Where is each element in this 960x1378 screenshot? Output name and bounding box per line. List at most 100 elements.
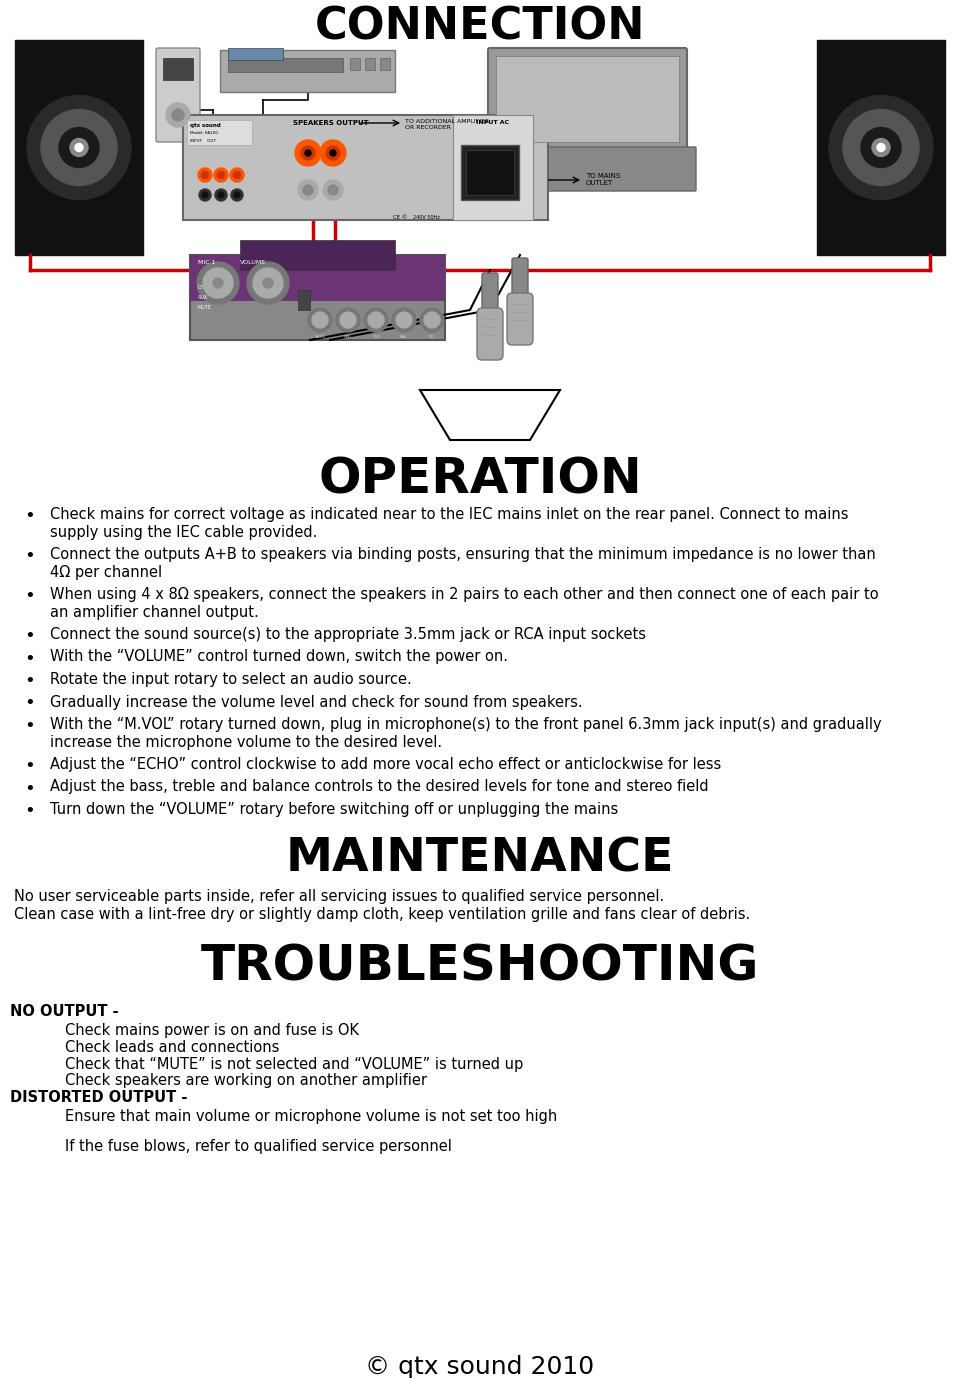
Circle shape [872,139,890,157]
Circle shape [197,262,239,305]
Circle shape [295,141,321,165]
Text: qtx sound: qtx sound [190,123,221,128]
Text: CONNECTION: CONNECTION [315,6,645,48]
Circle shape [308,309,332,332]
Text: Check leads and connections: Check leads and connections [65,1039,279,1054]
Circle shape [330,150,336,156]
Circle shape [202,192,208,198]
Text: CE ©: CE © [393,215,407,220]
FancyBboxPatch shape [507,294,533,344]
Circle shape [336,309,360,332]
Text: EQ: EQ [429,335,435,339]
Circle shape [203,267,233,298]
Text: MIC 1: MIC 1 [198,260,215,265]
Circle shape [218,192,224,198]
Circle shape [253,267,283,298]
Text: CHORUS: CHORUS [198,285,219,289]
Circle shape [843,109,919,186]
FancyBboxPatch shape [482,273,498,317]
Text: •: • [25,672,36,690]
FancyBboxPatch shape [156,48,200,142]
Text: With the “VOLUME” control turned down, switch the power on.: With the “VOLUME” control turned down, s… [50,649,508,664]
Text: Rotate the input rotary to select an audio source.: Rotate the input rotary to select an aud… [50,672,412,688]
Bar [220,50,395,92]
FancyBboxPatch shape [479,147,696,192]
Text: TO MAINS
OUTLET: TO MAINS OUTLET [586,174,620,186]
Text: DISTORTED OUTPUT -: DISTORTED OUTPUT - [10,1090,187,1105]
Circle shape [27,95,131,200]
Bar [496,56,679,142]
Text: VOLUME: VOLUME [240,260,266,265]
Circle shape [230,168,244,182]
Circle shape [368,311,384,328]
Text: No user serviceable parts inside, refer all servicing issues to qualified servic: No user serviceable parts inside, refer … [14,889,664,904]
Circle shape [312,311,328,328]
Circle shape [392,309,416,332]
Text: Adjust the bass, treble and balance controls to the desired levels for tone and : Adjust the bass, treble and balance cont… [50,780,708,795]
Bar [183,114,548,220]
Text: supply using the IEC cable provided.: supply using the IEC cable provided. [50,525,318,540]
Text: BASS: BASS [315,335,325,339]
Text: NO OUTPUT -: NO OUTPUT - [10,1005,119,1020]
Text: Gradually increase the volume level and check for sound from speakers.: Gradually increase the volume level and … [50,695,583,710]
Circle shape [424,311,440,328]
FancyBboxPatch shape [512,258,528,302]
Circle shape [202,171,208,179]
Circle shape [340,311,356,328]
Bar [298,289,310,310]
Text: Check mains power is on and fuse is OK: Check mains power is on and fuse is OK [65,1022,359,1038]
Text: •: • [25,757,36,774]
Circle shape [323,181,343,200]
Text: increase the microphone volume to the desired level.: increase the microphone volume to the de… [50,734,443,750]
Circle shape [199,189,211,201]
Circle shape [70,139,88,157]
Text: SPEAKERS OUTPUT: SPEAKERS OUTPUT [293,120,369,125]
Circle shape [75,143,83,152]
Text: •: • [25,547,36,565]
Circle shape [41,109,117,186]
Circle shape [172,109,184,121]
Text: •: • [25,802,36,820]
Circle shape [215,189,227,201]
Text: MUTE: MUTE [198,305,212,310]
Text: •: • [25,717,36,734]
Text: 4Ω per channel: 4Ω per channel [50,565,162,580]
Text: Connect the outputs A+B to speakers via binding posts, ensuring that the minimum: Connect the outputs A+B to speakers via … [50,547,876,562]
Bar [380,58,390,70]
Text: •: • [25,649,36,667]
Text: Turn down the “VOLUME” rotary before switching off or unplugging the mains: Turn down the “VOLUME” rotary before swi… [50,802,618,817]
Circle shape [829,95,933,200]
Circle shape [877,143,885,152]
Text: TROUBLESHOOTING: TROUBLESHOOTING [201,943,759,991]
Text: •: • [25,627,36,645]
Circle shape [364,309,388,332]
FancyBboxPatch shape [477,309,503,360]
Circle shape [303,185,313,196]
Circle shape [234,192,240,198]
Circle shape [328,185,338,196]
Circle shape [320,141,346,165]
Bar [453,114,533,220]
Bar [228,48,283,61]
Text: Ensure that main volume or microphone volume is not set too high: Ensure that main volume or microphone vo… [65,1108,557,1123]
Text: •: • [25,507,36,525]
Text: With the “M.VOL” rotary turned down, plug in microphone(s) to the front panel 6.: With the “M.VOL” rotary turned down, plu… [50,717,881,732]
Text: •: • [25,695,36,712]
Text: MAINTENANCE: MAINTENANCE [286,836,674,882]
Bar [461,145,519,200]
Circle shape [198,168,212,182]
Circle shape [213,278,223,288]
Circle shape [247,262,289,305]
Circle shape [301,146,315,160]
Bar [187,120,252,145]
Text: INPUT AC: INPUT AC [476,120,510,125]
Text: 240V 50Hz: 240V 50Hz [413,215,440,220]
FancyBboxPatch shape [488,48,687,150]
Bar [365,58,375,70]
Circle shape [214,168,228,182]
Circle shape [396,311,412,328]
Text: When using 4 x 8Ω speakers, connect the speakers in 2 pairs to each other and th: When using 4 x 8Ω speakers, connect the … [50,587,878,602]
Text: Check speakers are working on another amplifier: Check speakers are working on another am… [65,1073,427,1089]
Bar [190,255,445,300]
Circle shape [326,146,340,160]
